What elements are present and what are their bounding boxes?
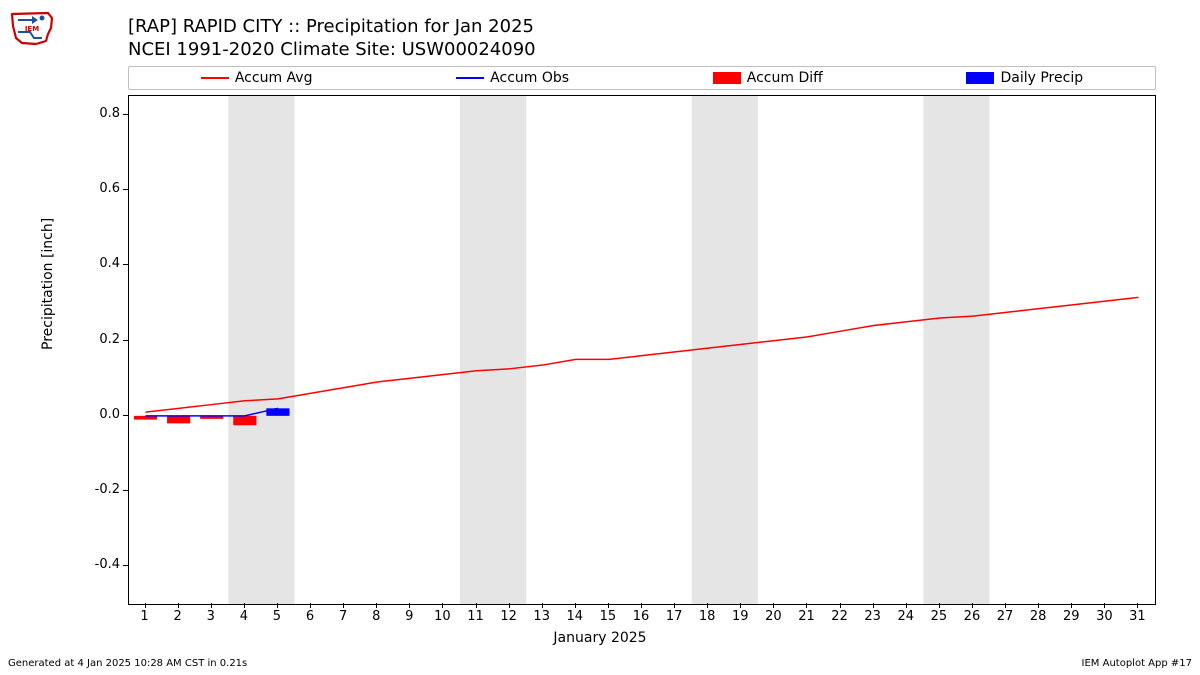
x-tick-label: 13: [532, 609, 552, 624]
x-tick-label: 7: [333, 609, 353, 624]
legend-item: Accum Avg: [201, 70, 313, 86]
x-tick-label: 9: [399, 609, 419, 624]
x-tick-label: 3: [201, 609, 221, 624]
x-tick-label: 27: [995, 609, 1015, 624]
chart-title: [RAP] RAPID CITY :: Precipitation for Ja…: [128, 16, 536, 61]
x-tick-label: 12: [499, 609, 519, 624]
x-tick-label: 16: [631, 609, 651, 624]
x-tick-label: 18: [697, 609, 717, 624]
iem-logo: IEM: [8, 8, 56, 48]
y-tick-label: 0.4: [99, 256, 120, 271]
y-tick-label: -0.2: [95, 482, 120, 497]
footer-left: Generated at 4 Jan 2025 10:28 AM CST in …: [8, 658, 247, 669]
x-axis-label: January 2025: [0, 630, 1200, 646]
x-tick-label: 6: [300, 609, 320, 624]
svg-text:IEM: IEM: [25, 25, 39, 33]
x-tick-label: 22: [830, 609, 850, 624]
legend-line-swatch: [201, 77, 229, 79]
legend-label: Accum Avg: [235, 70, 313, 86]
x-tick-label: 17: [664, 609, 684, 624]
footer-right: IEM Autoplot App #17: [1082, 658, 1192, 669]
y-axis-label: Precipitation [inch]: [40, 218, 56, 350]
legend-patch-swatch: [713, 72, 741, 84]
y-tick-label: 0.6: [99, 181, 120, 196]
x-tick-label: 19: [730, 609, 750, 624]
plot-area: [128, 95, 1156, 605]
x-tick-label: 24: [896, 609, 916, 624]
x-tick-label: 15: [598, 609, 618, 624]
legend-item: Daily Precip: [966, 70, 1083, 86]
x-tick-label: 14: [565, 609, 585, 624]
legend: Accum Avg Accum Obs Accum Diff Daily Precip: [128, 66, 1156, 90]
y-tick-label: -0.4: [95, 557, 120, 572]
y-tick-label: 0.8: [99, 106, 120, 121]
x-tick-label: 26: [962, 609, 982, 624]
y-tick-label: 0.2: [99, 332, 120, 347]
x-tick-label: 11: [466, 609, 486, 624]
legend-label: Accum Obs: [490, 70, 569, 86]
chart-title-line1: [RAP] RAPID CITY :: Precipitation for Ja…: [128, 16, 536, 39]
x-tick-label: 4: [234, 609, 254, 624]
x-tick-label: 31: [1127, 609, 1147, 624]
x-tick-label: 30: [1094, 609, 1114, 624]
x-tick-label: 5: [267, 609, 287, 624]
chart-container: IEM [RAP] RAPID CITY :: Precipitation fo…: [0, 0, 1200, 675]
x-tick-label: 2: [168, 609, 188, 624]
chart-title-line2: NCEI 1991-2020 Climate Site: USW00024090: [128, 39, 536, 62]
legend-line-swatch: [456, 77, 484, 79]
x-tick-label: 8: [366, 609, 386, 624]
x-tick-label: 10: [432, 609, 452, 624]
x-tick-label: 28: [1028, 609, 1048, 624]
x-tick-label: 21: [796, 609, 816, 624]
legend-label: Accum Diff: [747, 70, 823, 86]
x-tick-label: 20: [763, 609, 783, 624]
x-tick-label: 1: [135, 609, 155, 624]
legend-item: Accum Obs: [456, 70, 569, 86]
legend-label: Daily Precip: [1000, 70, 1083, 86]
x-tick-label: 23: [863, 609, 883, 624]
legend-patch-swatch: [966, 72, 994, 84]
x-tick-label: 25: [929, 609, 949, 624]
legend-item: Accum Diff: [713, 70, 823, 86]
x-tick-label: 29: [1061, 609, 1081, 624]
y-tick-label: 0.0: [99, 407, 120, 422]
